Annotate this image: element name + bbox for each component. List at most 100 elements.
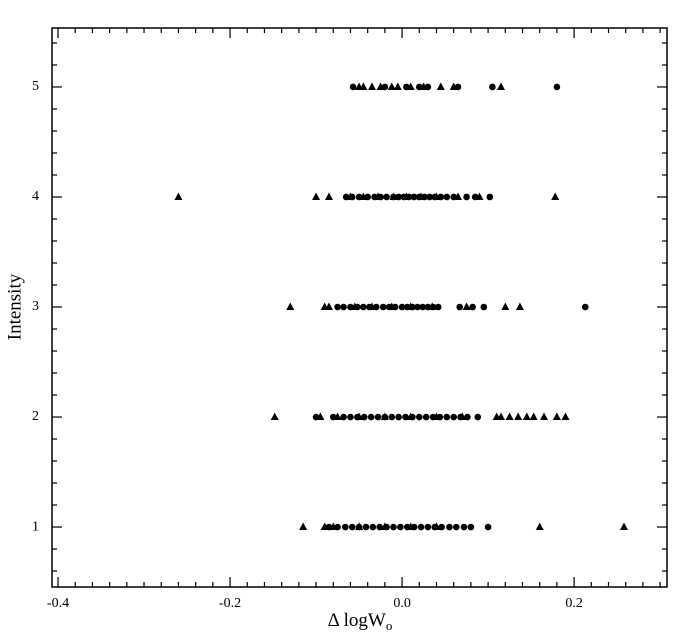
y-tick-label: 4 (32, 189, 39, 204)
circle-point (334, 303, 341, 311)
triangle-point (380, 412, 389, 421)
circle-point (402, 413, 409, 421)
circle-point (397, 523, 404, 531)
circle-point (367, 413, 375, 421)
triangle-point (350, 302, 359, 311)
circle-point (410, 193, 418, 201)
circle-point (464, 413, 471, 421)
circle-point (426, 193, 433, 201)
triangle-point (552, 412, 561, 421)
circle-point (398, 303, 406, 311)
circle-point (347, 413, 354, 421)
circle-point (450, 413, 457, 421)
x-tick-label: -0.4 (47, 596, 69, 611)
triangle-point (419, 82, 428, 90)
triangle-point (432, 192, 441, 200)
triangle-point (428, 302, 437, 311)
triangle-point (324, 192, 333, 200)
triangle-point (406, 302, 415, 311)
triangle-point (320, 522, 329, 531)
triangle-point (535, 522, 544, 531)
triangle-point (515, 302, 524, 311)
triangle-point (496, 412, 505, 421)
circle-point (360, 413, 368, 421)
circle-point (438, 523, 445, 531)
triangle-point (458, 412, 467, 421)
triangle-point (299, 522, 308, 531)
circle-point (581, 303, 589, 311)
triangle-point (355, 412, 364, 421)
triangle-point (449, 82, 458, 90)
triangle-point (540, 412, 548, 421)
triangle-point (475, 192, 484, 200)
triangle-point (514, 412, 523, 421)
circle-point (446, 523, 453, 531)
triangle-point (359, 82, 368, 90)
circle-point (395, 193, 402, 201)
circle-point (452, 523, 460, 531)
circle-point (474, 413, 482, 421)
triangle-point (367, 82, 376, 90)
y-axis-label: Intensity (4, 273, 25, 340)
triangle-point (432, 412, 441, 421)
circle-point (414, 303, 421, 311)
circle-point (340, 413, 347, 421)
circle-point (553, 83, 561, 91)
circle-point (480, 303, 488, 311)
triangle-point (417, 192, 425, 200)
circle-point (417, 523, 425, 531)
triangle-point (389, 192, 398, 200)
triangle-point (393, 82, 402, 90)
triangle-point (561, 412, 570, 421)
triangle-point (270, 412, 279, 421)
circle-point (348, 523, 356, 531)
triangle-point (496, 82, 505, 90)
circle-point (463, 193, 470, 201)
triangle-point (501, 302, 510, 311)
circle-point (424, 523, 432, 531)
circle-point (456, 303, 464, 311)
triangle-point (462, 302, 471, 311)
circle-point (388, 413, 396, 421)
circle-point (419, 303, 427, 311)
y-tick-label: 5 (32, 79, 39, 94)
triangle-point (406, 82, 415, 90)
triangle-point (387, 82, 396, 90)
circle-point (395, 413, 402, 421)
circle-point (349, 83, 357, 91)
circle-point (422, 413, 430, 421)
triangle-point (619, 522, 628, 531)
circle-point (374, 413, 382, 421)
triangle-point (373, 192, 382, 200)
circle-point (484, 523, 492, 531)
circle-point (434, 303, 442, 311)
x-tick-label: 0.0 (393, 596, 411, 611)
triangle-point (505, 412, 514, 421)
circle-point (443, 193, 451, 201)
x-tick-label: 0.2 (565, 596, 583, 611)
y-tick-label: 3 (32, 299, 39, 314)
circle-point (443, 413, 451, 421)
circle-point (489, 83, 496, 91)
circle-point (383, 193, 390, 201)
triangle-point (355, 522, 364, 531)
triangle-point (522, 412, 531, 421)
triangle-point (402, 192, 411, 200)
triangle-point (376, 82, 385, 90)
triangle-point (316, 412, 325, 421)
triangle-point (436, 82, 445, 90)
triangle-point (367, 302, 376, 311)
circle-point (467, 523, 475, 531)
triangle-point (329, 522, 338, 531)
circle-point (369, 523, 377, 531)
circle-point (342, 523, 349, 531)
triangle-point (432, 522, 441, 531)
y-tick-label: 1 (32, 519, 39, 534)
circle-point (360, 303, 367, 311)
triangle-point (324, 302, 333, 311)
triangle-point (551, 192, 560, 200)
x-tick-label: -0.2 (219, 596, 241, 611)
triangle-point (346, 192, 355, 200)
